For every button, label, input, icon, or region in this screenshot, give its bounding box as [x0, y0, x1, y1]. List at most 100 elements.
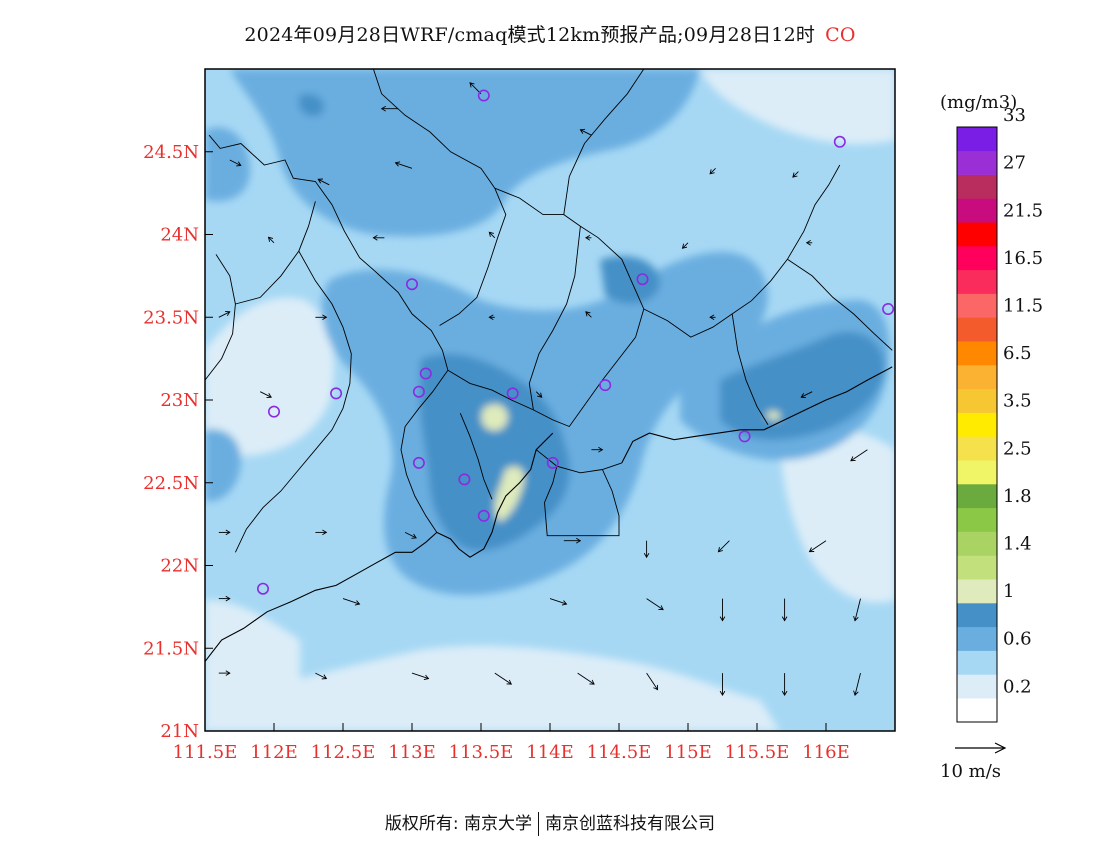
colorbar-label: 3.5	[1003, 391, 1032, 412]
wind-arrow	[380, 105, 399, 112]
wind-arrow	[853, 672, 861, 696]
colorbar-label: 1	[1003, 581, 1014, 602]
wind-arrow	[579, 128, 592, 136]
wind-arrow	[805, 240, 813, 246]
wind-arrow	[577, 672, 595, 685]
y-axis: 24.5N 24N 23.5N 23N 22.5N 22N 21.5N 21N	[143, 142, 213, 742]
station-marker	[267, 405, 280, 418]
colorbar-label: 33	[1003, 105, 1026, 126]
station-marker	[599, 379, 612, 392]
colorbar-swatch	[957, 626, 997, 651]
colorbar-label: 21.5	[1003, 200, 1043, 221]
admin-boundary	[544, 466, 620, 537]
title-species: CO	[825, 24, 856, 46]
admin-boundary	[208, 134, 449, 371]
footer-copyright-owner: 版权所有: 南京大学	[384, 814, 533, 834]
wind-arrow	[591, 446, 604, 453]
x-tick-label: 114.5E	[587, 742, 652, 763]
colorbar-swatch	[957, 174, 997, 199]
admin-boundary	[494, 187, 645, 404]
x-tick-label: 112E	[250, 742, 298, 763]
wind-arrow	[218, 529, 231, 536]
monitoring-stations	[256, 89, 895, 595]
colorbar-swatch	[957, 460, 997, 485]
wind-arrow	[259, 391, 272, 399]
wind-arrow	[267, 236, 275, 244]
wind-arrow	[317, 178, 330, 186]
colorbar-frame	[956, 126, 998, 723]
colorbar-label: 1.4	[1003, 534, 1032, 555]
wind-arrow	[315, 314, 328, 320]
wind-arrow	[850, 449, 868, 462]
x-tick-label: 112.5E	[311, 742, 376, 763]
colorbar-swatch	[957, 412, 997, 437]
station-marker	[419, 367, 432, 380]
station-marker	[738, 430, 751, 443]
wind-arrow	[719, 598, 726, 622]
wind-arrow	[488, 314, 495, 320]
wind-arrow	[563, 537, 582, 544]
colorbar-swatch	[957, 388, 997, 413]
wind-arrow	[709, 167, 716, 175]
x-tick-label: 113.5E	[449, 742, 514, 763]
colorbar-swatch	[957, 293, 997, 318]
station-marker	[458, 473, 471, 486]
station-marker	[882, 302, 895, 315]
colorbar-swatch	[957, 674, 997, 699]
admin-boundary	[447, 369, 587, 428]
y-tick-label: 21N	[160, 721, 199, 742]
admin-boundary	[235, 201, 316, 305]
colorbar-label: 1.8	[1003, 486, 1032, 507]
wind-arrow	[218, 670, 231, 676]
colorbar-swatch	[957, 698, 997, 723]
station-marker	[833, 135, 846, 148]
colorbar-label: 0.2	[1003, 676, 1032, 697]
admin-boundary	[535, 449, 622, 474]
wind-arrow	[646, 672, 659, 691]
y-tick-label: 24.5N	[143, 142, 199, 163]
x-tick-label: 113E	[388, 742, 436, 763]
station-marker	[412, 385, 425, 398]
admin-boundary	[400, 369, 449, 533]
x-tick-label: 111.5E	[173, 742, 238, 763]
wind-arrow	[808, 540, 827, 553]
wind-arrow	[800, 391, 813, 399]
colorbar-swatch	[957, 507, 997, 532]
admin-boundary	[731, 313, 769, 426]
x-tick-label: 115.5E	[725, 742, 790, 763]
station-marker	[412, 456, 425, 469]
wind-arrow	[372, 235, 385, 241]
wind-arrow	[549, 598, 568, 606]
admin-boundary	[205, 254, 236, 381]
colorbar-unit: (mg/m3)	[940, 92, 1017, 113]
coastline	[621, 366, 893, 464]
colorbar-swatch	[957, 365, 997, 390]
wind-arrow	[643, 540, 650, 559]
station-marker	[506, 387, 519, 400]
station-marker	[546, 456, 559, 469]
title-main: 2024年09月28日WRF/cmaq模式12km预报产品;09月28日12时	[244, 24, 816, 46]
admin-boundary	[787, 258, 893, 351]
map-title: 2024年09月28日WRF/cmaq模式12km预报产品;09月28日12时 C…	[0, 20, 1100, 47]
wind-arrow	[781, 598, 788, 622]
wind-arrow	[853, 598, 861, 622]
wind-arrow	[585, 311, 592, 318]
y-tick-label: 24N	[160, 225, 199, 246]
y-tick-label: 23N	[160, 390, 199, 411]
y-tick-label: 23.5N	[143, 307, 199, 328]
colorbar-swatch	[957, 341, 997, 366]
wind-arrow	[535, 391, 543, 398]
wind-arrow	[229, 159, 242, 167]
footer-company: 南京创蓝科技有限公司	[545, 814, 716, 834]
colorbar-swatch	[957, 555, 997, 580]
wind-arrow	[342, 598, 361, 606]
station-marker	[636, 273, 649, 286]
wind-arrow	[719, 673, 726, 696]
map-boundaries	[205, 69, 893, 662]
colorbar-swatch	[957, 603, 997, 628]
station-marker	[477, 89, 490, 102]
colorbar-swatch	[957, 579, 997, 604]
x-tick-label: 115E	[664, 742, 712, 763]
wind-arrow	[585, 235, 592, 241]
